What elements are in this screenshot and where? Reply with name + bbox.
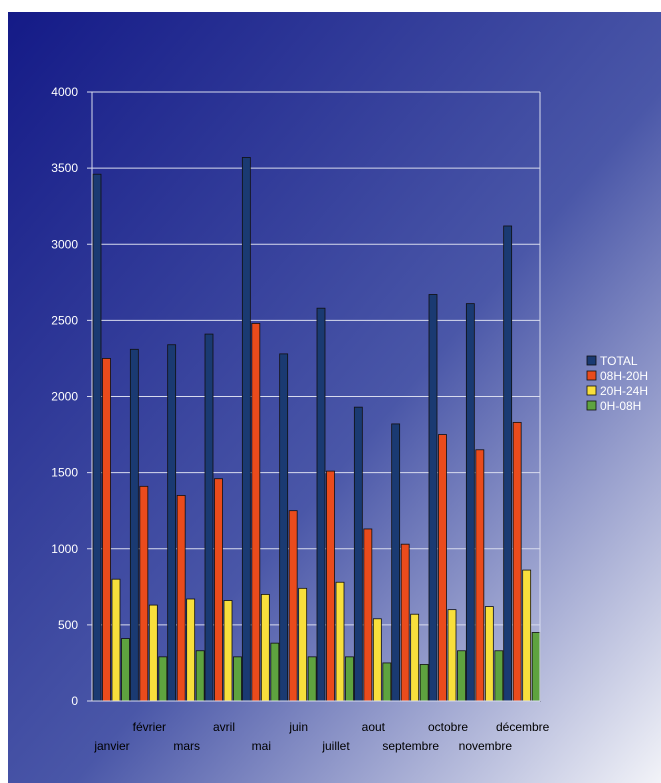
x-tick-label: aout (362, 720, 386, 734)
y-tick-label: 1000 (51, 542, 78, 556)
x-tick-label: octobre (428, 720, 468, 734)
bar-total-décembre (503, 225, 513, 702)
bar-20h-24h-novembre (484, 606, 494, 702)
legend-swatch (586, 385, 597, 396)
legend-label: TOTAL (600, 354, 638, 368)
legend-swatch (586, 355, 597, 366)
bar-08h-20h-juin (288, 510, 298, 702)
bar-0h-08h-mai (270, 642, 280, 702)
bar-20h-24h-mai (260, 594, 270, 702)
bar-0h-08h-septembre (419, 664, 429, 702)
bar-total-juillet (316, 307, 326, 702)
x-tick-label: novembre (459, 739, 513, 753)
x-tick-label: septembre (382, 739, 439, 753)
bar-0h-08h-mars (195, 650, 205, 702)
legend-label: 0H-08H (600, 399, 641, 413)
y-tick-label: 3500 (51, 161, 78, 175)
legend-label: 20H-24H (600, 384, 648, 398)
bar-08h-20h-avril (214, 478, 223, 702)
bar-08h-20h-novembre (475, 449, 485, 702)
bar-total-janvier (92, 173, 102, 702)
y-tick-label: 0 (71, 694, 78, 708)
bar-0h-08h-avril (233, 656, 242, 702)
bar-0h-08h-novembre (494, 650, 504, 702)
bar-08h-20h-mai (251, 323, 261, 702)
bar-20h-24h-juin (298, 587, 308, 702)
x-tick-label: mai (252, 739, 271, 753)
bar-20h-24h-juillet (335, 581, 345, 702)
gridlines (92, 91, 540, 626)
bar-total-septembre (391, 423, 401, 702)
bar-08h-20h-juillet (326, 470, 335, 702)
legend-swatch (586, 370, 597, 381)
bar-08h-20h-décembre (512, 421, 522, 702)
bar-20h-24h-octobre (447, 609, 457, 702)
bar-0h-08h-octobre (457, 650, 466, 702)
bar-0h-08h-juillet (345, 656, 354, 702)
bar-20h-24h-septembre (410, 613, 420, 702)
bar-total-mars (167, 344, 177, 702)
bar-20h-24h-mars (186, 598, 196, 702)
bar-08h-20h-octobre (438, 434, 447, 702)
bar-08h-20h-février (139, 485, 149, 702)
bar-0h-08h-février (158, 656, 168, 702)
x-tick-label: février (133, 720, 166, 734)
bar-total-juin (279, 353, 289, 702)
bar-20h-24h-janvier (111, 578, 121, 702)
y-tick-label: 2000 (51, 390, 78, 404)
bar-20h-24h-avril (223, 600, 233, 702)
bar-0h-08h-aout (382, 662, 392, 702)
legend-swatch (586, 400, 597, 411)
bar-0h-08h-janvier (121, 638, 130, 702)
x-tick-label: juillet (321, 739, 350, 753)
bar-total-février (129, 348, 139, 702)
bar-0h-08h-décembre (531, 632, 541, 702)
axes: 0 500 1000 1500 2000 2500 3000 3500 4000 janvier f… (51, 85, 549, 753)
bar-20h-24h-aout (372, 618, 382, 702)
legend-label: 08H-20H (600, 369, 648, 383)
bar-total-aout (353, 406, 363, 702)
y-tick-label: 500 (58, 618, 78, 632)
bar-08h-20h-mars (176, 495, 186, 702)
bar-08h-20h-janvier (102, 358, 111, 702)
x-tick-label: avril (213, 720, 235, 734)
bar-20h-24h-février (148, 604, 158, 702)
x-tick-label: mars (173, 739, 200, 753)
x-tick-label: décembre (496, 720, 550, 734)
bar-total-mai (241, 157, 251, 702)
bar-08h-20h-aout (363, 528, 373, 702)
bar-0h-08h-juin (307, 656, 317, 702)
bar-total-octobre (428, 294, 438, 702)
y-tick-label: 2500 (51, 313, 78, 327)
bar-20h-24h-décembre (522, 569, 532, 702)
bar-total-avril (204, 333, 214, 702)
y-tick-label: 4000 (51, 85, 78, 99)
x-tick-label: janvier (93, 739, 129, 753)
y-tick-label: 1500 (51, 466, 78, 480)
bar-total-novembre (465, 303, 475, 702)
bar-08h-20h-septembre (400, 543, 410, 702)
y-tick-label: 3000 (51, 237, 78, 251)
x-tick-label: juin (288, 720, 308, 734)
